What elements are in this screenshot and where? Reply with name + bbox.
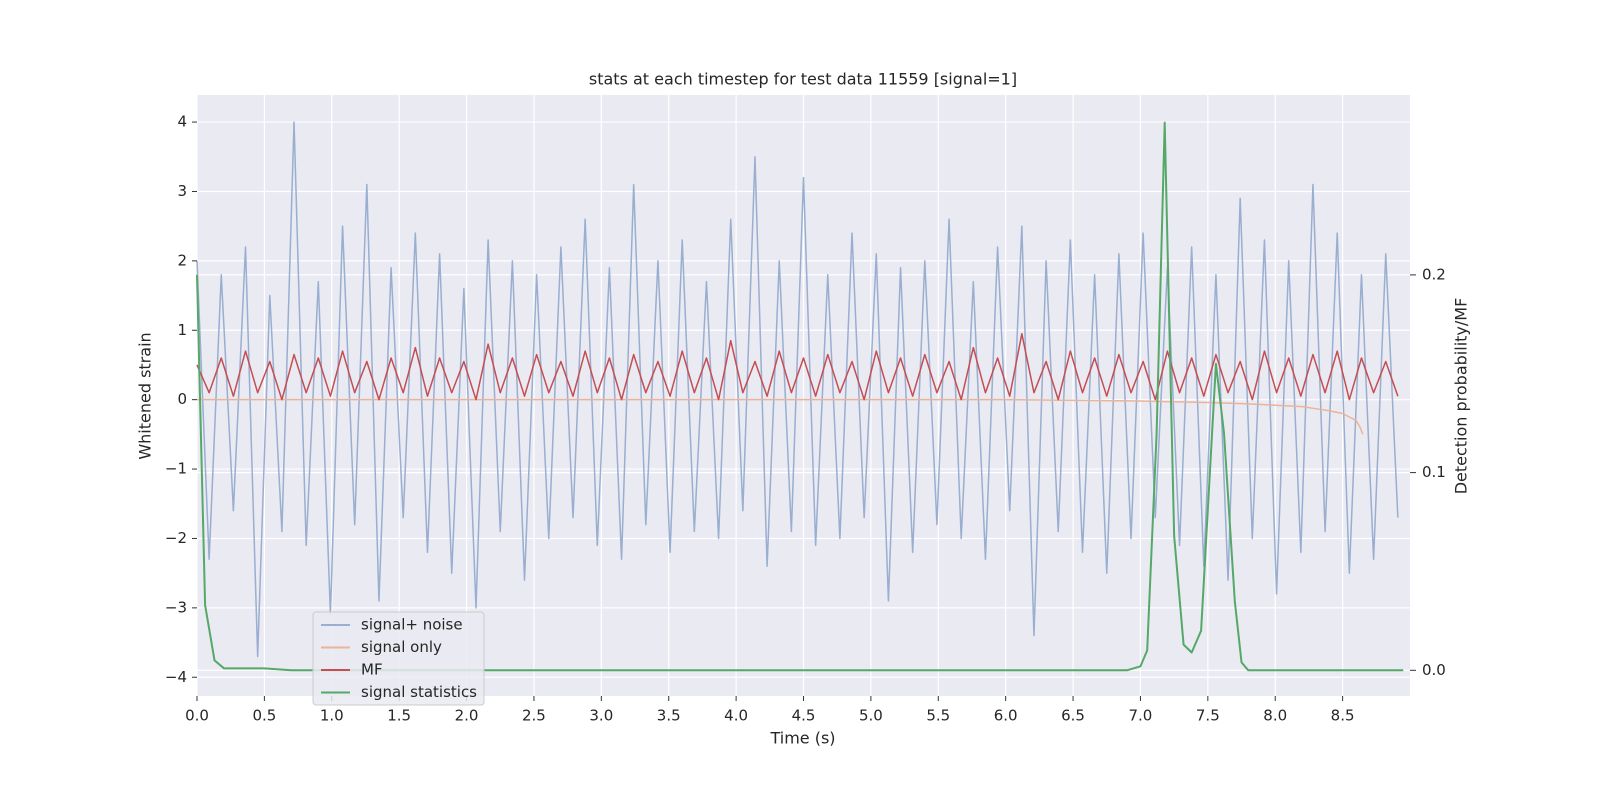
x-tick-label: 8.0 <box>1263 707 1287 725</box>
legend-label: signal only <box>361 638 442 656</box>
x-tick-label: 0.5 <box>252 707 276 725</box>
axes: 0.0 0.5 1.0 1.5 2.0 2.5 3.0 3.5 4.0 4.5 5.0 5.5 6.0 6… <box>165 113 1446 725</box>
y-tick-label: 3 <box>177 182 187 200</box>
x-tick-label: 5.5 <box>926 707 950 725</box>
y-tick-label: −4 <box>165 668 187 686</box>
x-tick-label: 1.5 <box>387 707 411 725</box>
y2-tick-label: 0.0 <box>1422 661 1446 679</box>
y-tick-label: 4 <box>177 113 187 131</box>
y-tick-label: −2 <box>165 529 187 547</box>
x-tick-label: 2.5 <box>522 707 546 725</box>
series-line <box>196 332 1399 401</box>
chart-title: stats at each timestep for test data 115… <box>589 70 1017 89</box>
x-tick-label: 6.5 <box>1061 707 1085 725</box>
y-tick-label: 2 <box>177 251 187 269</box>
y2-tick-label: 0.1 <box>1422 463 1446 481</box>
marks <box>196 121 1404 672</box>
x-tick-label: 3.5 <box>657 707 681 725</box>
x-tick-label: 6.0 <box>994 707 1018 725</box>
x-tick-label: 4.0 <box>724 707 748 725</box>
x-axis-label: Time (s) <box>769 729 835 748</box>
x-tick-label: 4.5 <box>792 707 816 725</box>
x-tick-label: 0.0 <box>185 707 209 725</box>
x-tick-label: 7.5 <box>1196 707 1220 725</box>
legend-label: MF <box>361 661 383 679</box>
series-line <box>196 121 1399 658</box>
y-tick-label: 0 <box>177 390 187 408</box>
series-line <box>196 121 1404 672</box>
x-tick-label: 7.0 <box>1129 707 1153 725</box>
x-tick-label: 8.5 <box>1331 707 1355 725</box>
y-tick-label: 1 <box>177 321 187 339</box>
y-tick-label: −3 <box>165 598 187 616</box>
legend: signal+ noise signal only MF signal statist… <box>312 611 485 706</box>
legend-box <box>312 611 485 706</box>
x-tick-label: 3.0 <box>589 707 613 725</box>
x-tick-label: 1.0 <box>320 707 344 725</box>
y-tick-label: −1 <box>165 460 187 478</box>
y2-tick-label: 0.2 <box>1422 265 1446 283</box>
x-tick-label: 2.0 <box>455 707 479 725</box>
y-axis-label: Whitened strain <box>136 332 155 459</box>
legend-label: signal+ noise <box>361 616 463 634</box>
series-line <box>197 398 1364 435</box>
y2-axis-label: Detection probability/MF <box>1452 298 1471 495</box>
legend-label: signal statistics <box>361 683 477 701</box>
x-tick-label: 5.0 <box>859 707 883 725</box>
